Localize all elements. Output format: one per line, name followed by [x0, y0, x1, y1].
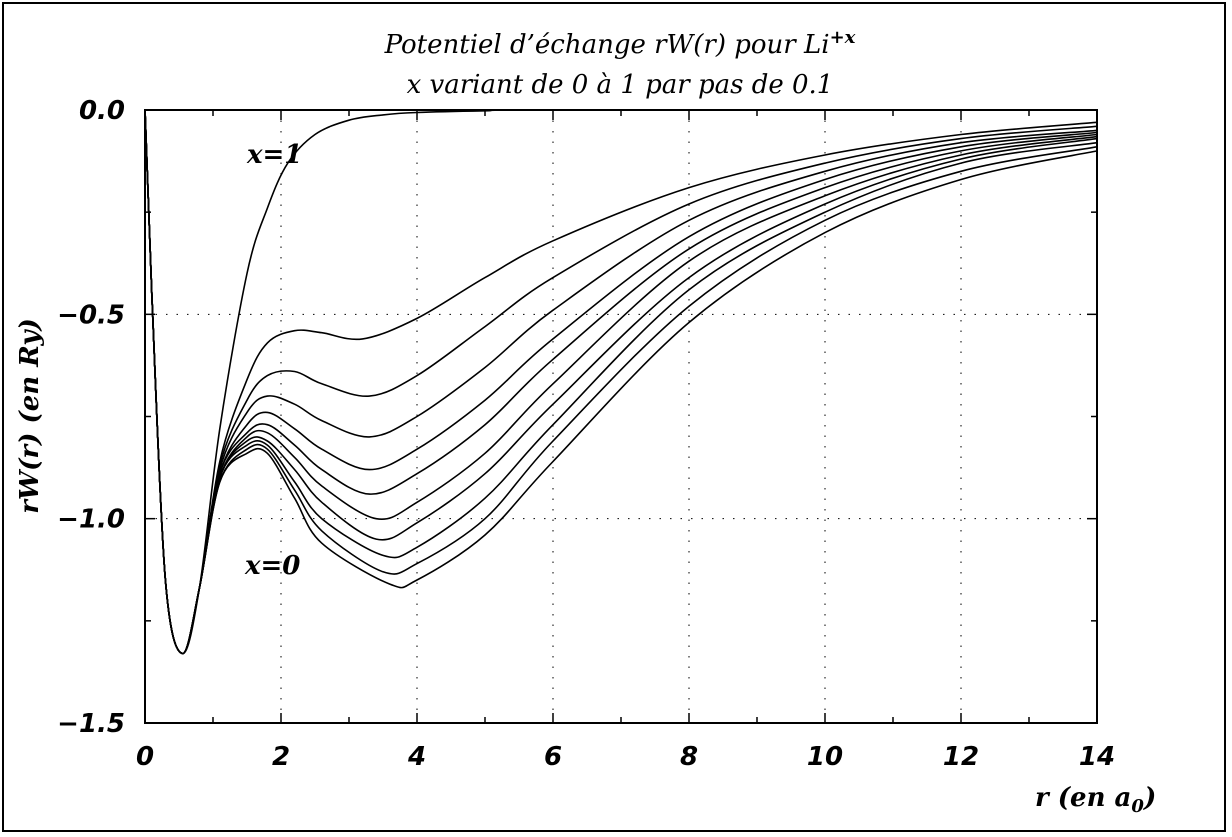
x-tick-label: 4: [407, 742, 426, 772]
plot-area: [145, 110, 1097, 723]
x-axis-label: r (en a0): [1035, 783, 1156, 817]
y-tick-label: 0.0: [79, 96, 125, 126]
x-tick-label: 10: [807, 742, 843, 772]
x-tick-label: 12: [943, 742, 979, 772]
tick-marks: [145, 110, 1097, 723]
x-tick-label: 0: [136, 742, 154, 772]
y-tick-label: −1.0: [57, 505, 125, 535]
x-tick-label: 14: [1079, 742, 1115, 772]
x-tick-label: 2: [272, 742, 290, 772]
chart-title-line1: Potentiel d’échange rW(r) pour Li+x: [384, 27, 856, 60]
y-tick-label: −1.5: [57, 709, 125, 739]
x-tick-label: 6: [544, 742, 562, 772]
y-axis-label: rW(r) (en Ry): [15, 318, 45, 514]
y-tick-labels: 0.0 −0.5 −1.0 −1.5: [57, 96, 125, 739]
y-tick-label: −0.5: [57, 300, 125, 330]
x-tick-label: 8: [680, 742, 698, 772]
annotation-x1: x=1: [246, 140, 302, 170]
x-tick-labels: 0 2 4 6 8 10 12 14: [136, 742, 1115, 772]
chart-title-line2: x variant de 0 à 1 par pas de 0.1: [407, 70, 834, 100]
annotation-x0: x=0: [244, 551, 300, 581]
grid-lines: [145, 110, 1097, 723]
